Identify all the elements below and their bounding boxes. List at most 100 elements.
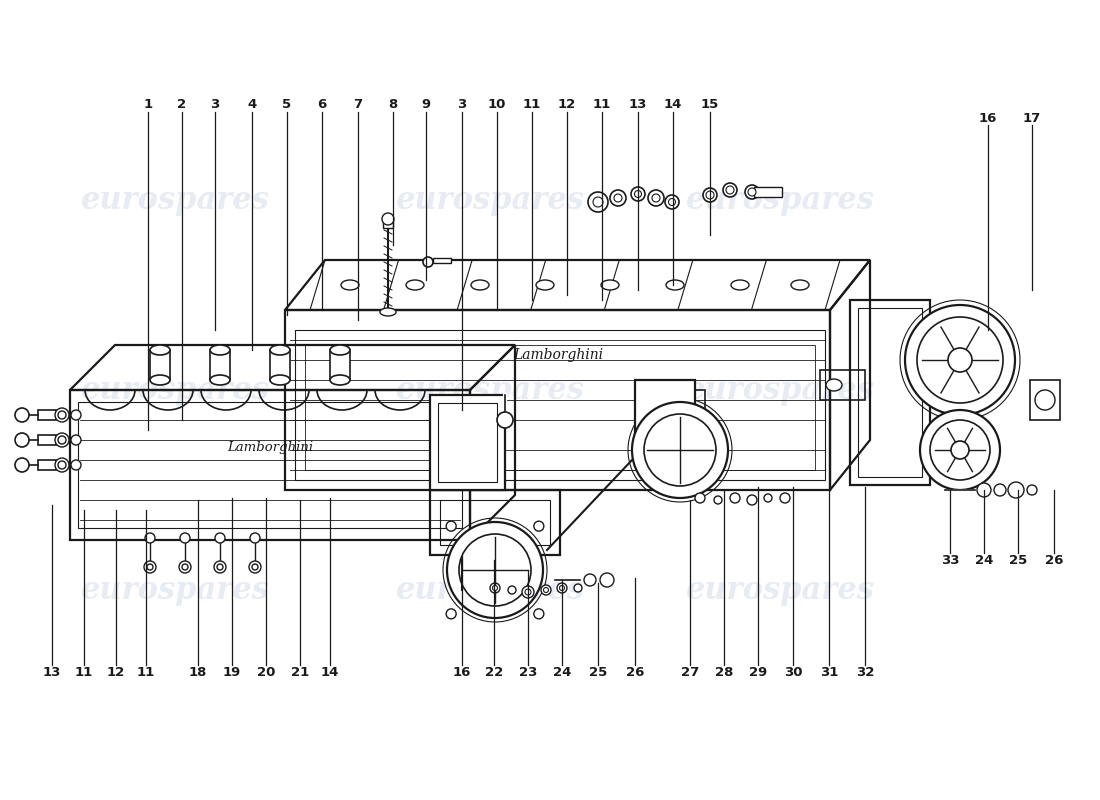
Text: Lamborghini: Lamborghini <box>227 441 314 454</box>
Circle shape <box>1035 390 1055 410</box>
Text: eurospares: eurospares <box>396 574 584 606</box>
Circle shape <box>669 198 675 206</box>
Ellipse shape <box>826 379 842 391</box>
Bar <box>850 300 930 485</box>
Circle shape <box>250 533 260 543</box>
Circle shape <box>214 533 225 543</box>
Text: eurospares: eurospares <box>396 374 584 406</box>
Text: 33: 33 <box>940 554 959 566</box>
Text: 11: 11 <box>75 666 94 678</box>
Bar <box>754 187 782 197</box>
Text: 29: 29 <box>749 666 767 678</box>
Text: 16: 16 <box>453 666 471 678</box>
Ellipse shape <box>150 375 170 385</box>
Ellipse shape <box>536 280 554 290</box>
Circle shape <box>952 441 969 459</box>
Bar <box>39 460 56 470</box>
Text: eurospares: eurospares <box>396 185 584 215</box>
Circle shape <box>214 561 225 573</box>
Circle shape <box>723 183 737 197</box>
Circle shape <box>534 521 543 531</box>
Ellipse shape <box>330 345 350 355</box>
Circle shape <box>541 585 551 595</box>
Bar <box>430 490 560 555</box>
Text: 17: 17 <box>1023 111 1041 125</box>
Ellipse shape <box>270 375 290 385</box>
Circle shape <box>730 493 740 503</box>
Ellipse shape <box>150 345 170 355</box>
Circle shape <box>447 522 543 618</box>
Text: 27: 27 <box>681 666 700 678</box>
Bar <box>438 403 497 482</box>
Bar <box>270 350 290 380</box>
Text: 22: 22 <box>485 666 503 678</box>
Circle shape <box>703 188 717 202</box>
Text: 28: 28 <box>715 666 734 678</box>
Circle shape <box>15 408 29 422</box>
Bar <box>433 258 451 263</box>
Text: 7: 7 <box>353 98 363 111</box>
Circle shape <box>745 185 759 199</box>
Text: 3: 3 <box>458 98 466 111</box>
Circle shape <box>447 609 456 619</box>
Circle shape <box>726 186 734 194</box>
Circle shape <box>497 412 513 428</box>
Circle shape <box>652 194 660 202</box>
Circle shape <box>584 574 596 586</box>
Ellipse shape <box>210 345 230 355</box>
Circle shape <box>994 484 1006 496</box>
Text: 12: 12 <box>107 666 125 678</box>
Circle shape <box>147 564 153 570</box>
Circle shape <box>72 460 81 470</box>
Text: 9: 9 <box>421 98 430 111</box>
Text: eurospares: eurospares <box>685 374 874 406</box>
Circle shape <box>614 194 622 202</box>
Bar <box>1030 380 1060 420</box>
Bar <box>150 350 170 380</box>
Circle shape <box>55 458 69 472</box>
Circle shape <box>534 609 543 619</box>
Text: 14: 14 <box>321 666 339 678</box>
Text: 11: 11 <box>522 98 541 111</box>
Circle shape <box>493 586 497 590</box>
Text: 32: 32 <box>856 666 875 678</box>
Text: eurospares: eurospares <box>685 185 874 215</box>
Bar <box>210 350 230 380</box>
Circle shape <box>714 496 722 504</box>
Bar <box>430 395 505 490</box>
Circle shape <box>780 493 790 503</box>
Text: 3: 3 <box>210 98 220 111</box>
Circle shape <box>560 586 564 590</box>
Ellipse shape <box>471 280 490 290</box>
Ellipse shape <box>270 345 290 355</box>
Circle shape <box>382 213 394 225</box>
Circle shape <box>948 348 972 372</box>
Circle shape <box>635 190 641 198</box>
Bar <box>39 410 56 420</box>
Bar <box>383 220 393 228</box>
Text: eurospares: eurospares <box>80 574 270 606</box>
Text: 21: 21 <box>290 666 309 678</box>
Circle shape <box>58 436 66 444</box>
Circle shape <box>447 521 456 531</box>
Circle shape <box>58 461 66 469</box>
Bar <box>820 370 865 400</box>
Text: 20: 20 <box>256 666 275 678</box>
Text: 11: 11 <box>593 98 612 111</box>
Circle shape <box>144 561 156 573</box>
Text: 15: 15 <box>701 98 719 111</box>
Text: Lamborghini: Lamborghini <box>513 348 603 362</box>
Ellipse shape <box>379 308 396 316</box>
Text: 31: 31 <box>820 666 838 678</box>
Text: 26: 26 <box>626 666 645 678</box>
Text: 12: 12 <box>558 98 576 111</box>
Text: eurospares: eurospares <box>80 374 270 406</box>
Circle shape <box>182 564 188 570</box>
Circle shape <box>55 408 69 422</box>
Circle shape <box>905 305 1015 415</box>
Text: 26: 26 <box>1045 554 1064 566</box>
Text: 19: 19 <box>223 666 241 678</box>
Text: 30: 30 <box>783 666 802 678</box>
Circle shape <box>72 410 81 420</box>
Circle shape <box>58 411 66 419</box>
